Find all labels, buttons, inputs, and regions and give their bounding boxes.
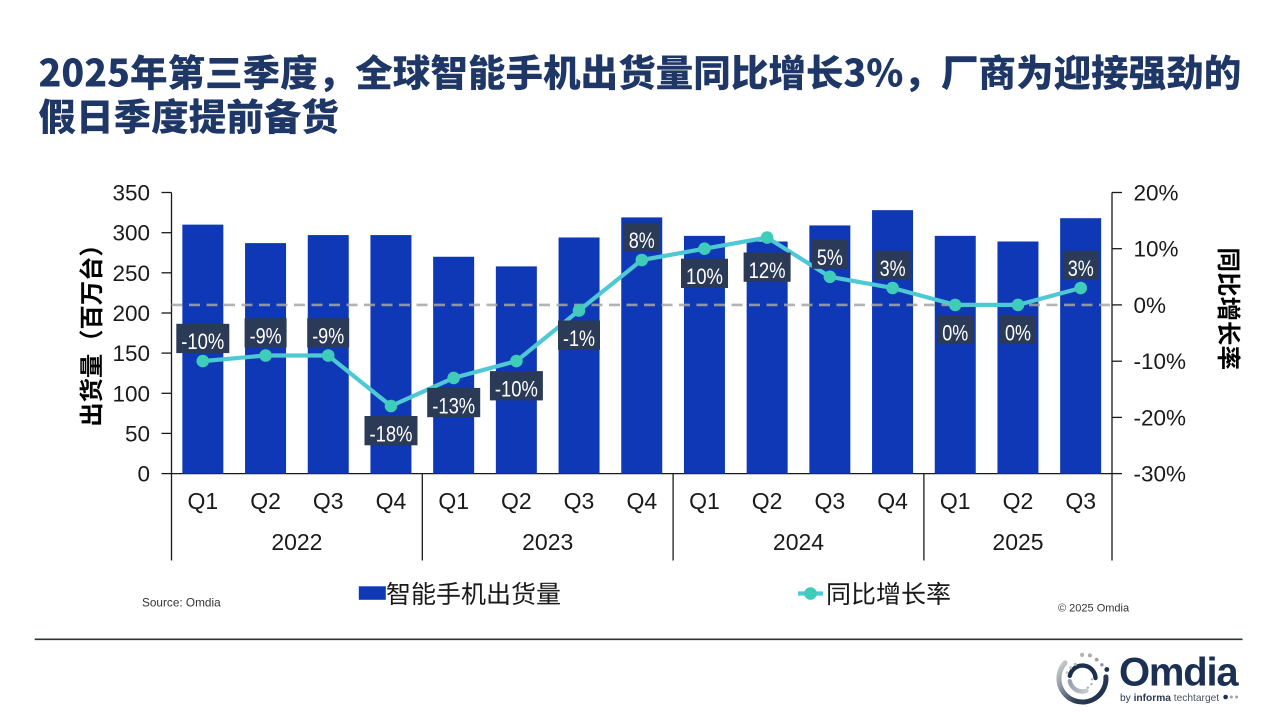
svg-text:200: 200 [112, 301, 150, 326]
svg-text:-18%: -18% [370, 421, 413, 446]
svg-text:3%: 3% [880, 256, 906, 281]
svg-text:50: 50 [125, 421, 150, 446]
svg-text:Q2: Q2 [250, 488, 281, 514]
svg-text:2025: 2025 [992, 529, 1043, 555]
svg-text:-9%: -9% [250, 324, 282, 349]
svg-text:2022: 2022 [271, 529, 322, 555]
svg-text:250: 250 [112, 261, 150, 286]
svg-text:300: 300 [112, 221, 150, 246]
svg-text:100: 100 [112, 381, 150, 406]
svg-text:10%: 10% [686, 264, 723, 289]
svg-text:-10%: -10% [181, 329, 224, 354]
svg-text:by informa techtarget: by informa techtarget [1120, 693, 1219, 704]
svg-text:2024: 2024 [773, 529, 824, 555]
svg-text:Q2: Q2 [1003, 488, 1034, 514]
svg-text:-30%: -30% [1134, 462, 1187, 487]
svg-text:-10%: -10% [495, 377, 538, 402]
svg-text:Q3: Q3 [815, 488, 846, 514]
svg-text:Q2: Q2 [752, 488, 783, 514]
svg-text:0: 0 [137, 462, 150, 487]
svg-text:© 2025 Omdia: © 2025 Omdia [1058, 603, 1130, 615]
svg-text:Q1: Q1 [187, 488, 218, 514]
svg-text:5%: 5% [817, 245, 843, 270]
svg-text:Q1: Q1 [689, 488, 720, 514]
svg-text:10%: 10% [1134, 237, 1179, 262]
svg-text:Q1: Q1 [940, 488, 971, 514]
svg-text:Q4: Q4 [877, 488, 908, 514]
svg-text:Q3: Q3 [564, 488, 595, 514]
svg-text:-20%: -20% [1134, 405, 1187, 430]
svg-text:0%: 0% [1134, 293, 1167, 318]
svg-text:20%: 20% [1134, 181, 1179, 206]
svg-text:Q4: Q4 [626, 488, 657, 514]
svg-text:12%: 12% [749, 258, 786, 283]
svg-text:2023: 2023 [522, 529, 573, 555]
svg-text:-1%: -1% [563, 326, 595, 351]
svg-text:Q1: Q1 [438, 488, 469, 514]
svg-text:0%: 0% [942, 320, 968, 345]
svg-text:0%: 0% [1005, 320, 1031, 345]
svg-text:Q2: Q2 [501, 488, 532, 514]
svg-text:8%: 8% [629, 228, 655, 253]
svg-text:Q4: Q4 [376, 488, 407, 514]
svg-text:Source: Omdia: Source: Omdia [142, 596, 221, 610]
svg-text:Omdia: Omdia [1119, 651, 1239, 695]
svg-text:3%: 3% [1068, 256, 1094, 281]
svg-text:-9%: -9% [312, 324, 344, 349]
svg-text:350: 350 [112, 181, 150, 206]
svg-text:150: 150 [112, 341, 150, 366]
svg-text:-10%: -10% [1134, 349, 1187, 374]
svg-text:Q3: Q3 [313, 488, 344, 514]
svg-text:Q3: Q3 [1065, 488, 1096, 514]
svg-text:-13%: -13% [432, 393, 475, 418]
